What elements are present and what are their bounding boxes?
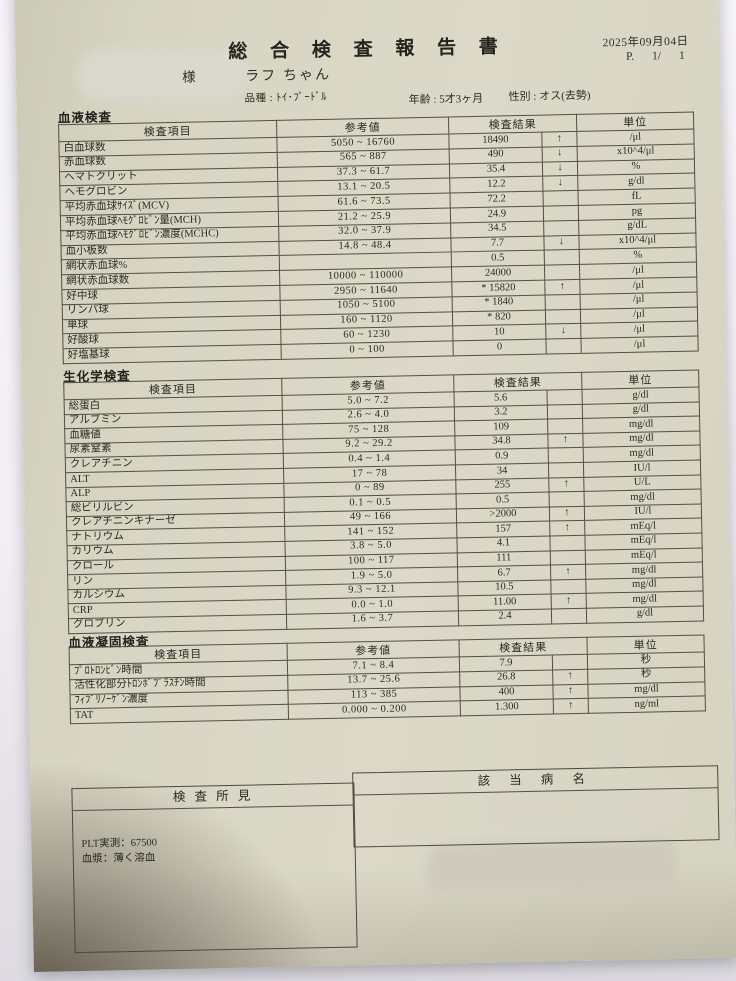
cell-flag: ↑	[552, 683, 589, 700]
cell-flag	[544, 264, 580, 281]
cell-flag	[550, 579, 587, 595]
age-line: 年齢 : 5才3ヶ月	[408, 90, 484, 107]
cell-flag: ↑	[550, 564, 586, 580]
sex-label: 性別 :	[508, 90, 537, 104]
cell-flag: ↑	[548, 476, 585, 493]
cell-flag	[546, 389, 583, 405]
age-value: 5才3ヶ月	[439, 92, 484, 106]
findings-body: PLT実測：67500 血漿：薄く溶血	[73, 806, 355, 868]
cell-item: グロブリン	[68, 614, 287, 634]
cell-unit: g/dl	[586, 605, 704, 623]
cell-flag: ↓	[542, 160, 578, 177]
cell-item: TAT	[70, 704, 289, 724]
cell-flag	[542, 190, 579, 207]
report-paper: 総 合 検 査 報 告 書 2025年09月04日 P. 1/1 様 ラフ ちゃん…	[14, 0, 736, 972]
cell-reference: 1.6 ~ 3.7	[286, 610, 459, 629]
findings-box: 検 査 所 見 PLT実測：67500 血漿：薄く溶血	[71, 782, 358, 954]
cell-flag	[544, 249, 580, 266]
report-date: 2025年09月04日	[602, 35, 689, 50]
breed-value: ﾄｲ･ﾌﾟｰﾄﾞﾙ	[276, 91, 328, 104]
cell-flag	[552, 654, 588, 670]
cell-result: 2.4	[458, 608, 552, 626]
page-prefix: P.	[625, 50, 635, 63]
client-honorific: 様	[181, 69, 196, 85]
cell-flag	[548, 462, 584, 478]
sex-value: オス(去勢)	[539, 89, 591, 103]
cell-flag	[547, 418, 583, 434]
cell-result: 1.300	[460, 699, 554, 717]
diagnosis-box: 該 当 病 名	[352, 765, 720, 848]
cell-flag: ↓	[542, 175, 578, 192]
hematology-table: 検査項目 参考値 検査結果 単位 白血球数 5050 ~ 16760 18490 ↑ /…	[58, 111, 699, 365]
cell-flag: ↑	[553, 698, 589, 715]
page-total: 1	[678, 49, 685, 62]
cell-result: 0	[452, 339, 547, 356]
cell-flag	[548, 447, 584, 464]
cell-flag: ↑	[544, 279, 581, 295]
cell-flag: ↓	[545, 323, 581, 340]
diagnosis-title: 該 当 病 名	[353, 766, 718, 796]
page-current: 1/	[651, 50, 662, 63]
cell-flag	[545, 308, 581, 325]
cell-reference: 0.000 ~ 0.200	[288, 701, 461, 720]
cell-flag: ↑	[541, 131, 578, 147]
sex-line: 性別 : オス(去勢)	[508, 87, 590, 105]
cell-flag: ↑	[551, 593, 587, 609]
cell-flag	[549, 491, 585, 507]
age-label: 年齢 :	[408, 93, 437, 107]
cell-flag	[543, 220, 579, 236]
breed-line: 品種 : ﾄｲ･ﾌﾟｰﾄﾞﾙ	[244, 89, 327, 106]
redacted-clinic-stamp	[427, 840, 677, 892]
cell-unit: ng/ml	[588, 696, 706, 714]
coagulation-table: 検査項目 参考値 検査結果 単位 ﾌﾟﾛﾄﾛﾝﾋﾞﾝ時間 7.1 ~ 8.4 7.9…	[68, 634, 706, 725]
cell-unit: /μl	[580, 336, 699, 354]
cell-flag: ↑	[547, 433, 584, 449]
breed-label: 品種 :	[244, 92, 274, 105]
cell-flag: ↑	[549, 506, 585, 522]
cell-flag	[545, 338, 582, 355]
cell-flag	[551, 608, 587, 624]
biochemistry-table: 検査項目 参考値 検査結果 単位 総蛋白 5.0 ~ 7.2 5.6 g/dl アルブミ…	[63, 369, 705, 634]
page-indicator: P. 1/1	[608, 50, 685, 64]
cell-item: 好塩基球	[63, 344, 282, 364]
cell-flag	[549, 535, 586, 551]
patient-name: ラフ ちゃん	[244, 65, 332, 84]
cell-flag	[550, 549, 586, 566]
cell-flag	[543, 205, 579, 221]
cell-flag	[547, 403, 583, 420]
cell-flag: ↑	[552, 669, 588, 685]
cell-flag: ↓	[543, 234, 580, 251]
cell-flag: ↑	[549, 520, 585, 536]
cell-reference: 0 ~ 100	[281, 341, 454, 360]
cell-flag	[545, 294, 581, 310]
cell-flag: ↓	[542, 146, 578, 162]
